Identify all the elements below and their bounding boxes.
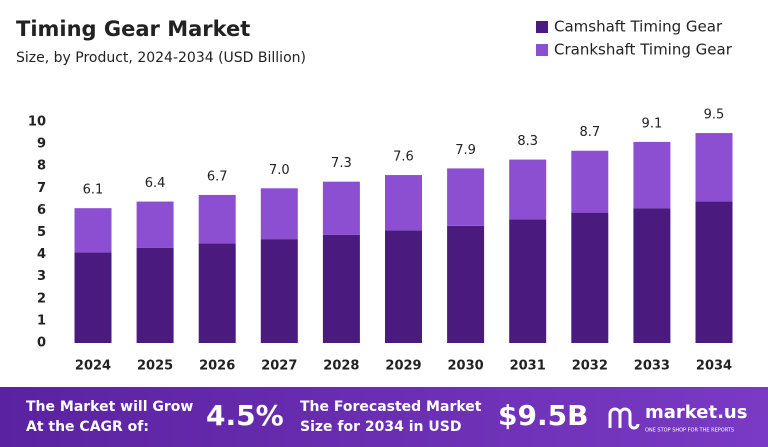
total-label: 8.7 (579, 125, 600, 140)
footer-text: The Market will Grow (26, 399, 193, 415)
bar-segment (74, 252, 112, 343)
y-tick-label: 6 (37, 203, 46, 218)
bar-segment (385, 230, 422, 343)
bar-segment (136, 201, 174, 248)
y-tick-label: 5 (37, 225, 46, 240)
x-tick-label: 2024 (75, 359, 111, 374)
logo-icon (608, 407, 640, 430)
chart-subtitle: Size, by Product, 2024-2034 (USD Billion… (16, 50, 306, 66)
total-label: 7.9 (455, 143, 476, 158)
bar-segment (136, 247, 174, 343)
bar-segment (198, 194, 236, 244)
footer-value: $9.5B (498, 399, 588, 432)
footer-text: Size for 2034 in USD (300, 419, 461, 435)
legend-swatch (536, 21, 548, 33)
x-tick-label: 2032 (572, 359, 608, 374)
legend-label: Crankshaft Timing Gear (554, 41, 733, 59)
legend-label: Camshaft Timing Gear (554, 18, 723, 36)
chart-title: Timing Gear Market (16, 17, 250, 41)
total-label: 6.7 (207, 169, 228, 184)
bar-segment (447, 168, 485, 226)
total-label: 6.4 (145, 176, 166, 191)
x-tick-label: 2025 (137, 359, 173, 374)
bar-segment (74, 208, 112, 253)
bar-segment (322, 181, 360, 235)
y-tick-label: 10 (28, 115, 46, 130)
x-tick-label: 2031 (510, 359, 546, 374)
total-label: 7.6 (393, 150, 414, 165)
total-label: 9.5 (704, 108, 725, 123)
bar-segment (633, 141, 671, 209)
legend-swatch (536, 44, 548, 56)
total-label: 7.0 (269, 163, 290, 178)
x-tick-label: 2034 (696, 359, 732, 374)
tagline: ONE STOP SHOP FOR THE REPORTS (645, 428, 734, 434)
bar-segment (447, 225, 485, 343)
footer-text: At the CAGR of: (26, 419, 149, 435)
y-tick-label: 4 (37, 247, 46, 262)
x-tick-label: 2026 (199, 359, 235, 374)
y-tick-label: 2 (37, 291, 46, 306)
bar-segment (198, 243, 236, 343)
x-tick-label: 2029 (385, 359, 421, 374)
total-label: 7.3 (331, 156, 352, 171)
x-tick-label: 2028 (323, 359, 359, 374)
x-tick-label: 2030 (448, 359, 484, 374)
y-tick-label: 7 (37, 181, 46, 196)
bar-segment (695, 133, 733, 202)
footer-value: 4.5% (206, 399, 284, 432)
y-tick-label: 1 (37, 313, 46, 328)
bar-segment (385, 175, 422, 231)
bar-segment (571, 150, 609, 213)
bar-segment (509, 159, 547, 220)
footer-text: The Forecasted Market (300, 399, 482, 415)
bar-segment (695, 201, 733, 343)
bar-segment (571, 212, 609, 343)
footer-band (0, 387, 768, 447)
bar-segment (260, 239, 298, 343)
y-tick-label: 8 (37, 159, 46, 174)
bar-segment (260, 188, 298, 240)
x-tick-label: 2027 (261, 359, 297, 374)
total-label: 9.1 (642, 116, 663, 131)
y-tick-label: 0 (37, 336, 46, 351)
y-tick-label: 3 (37, 269, 46, 284)
total-label: 6.1 (83, 183, 104, 198)
y-tick-label: 9 (37, 137, 46, 152)
bar-segment (509, 219, 547, 343)
bar-segment (633, 208, 671, 343)
total-label: 8.3 (517, 134, 538, 149)
bar-segment (322, 234, 360, 343)
brand: market.us (645, 402, 747, 423)
x-tick-label: 2033 (634, 359, 670, 374)
